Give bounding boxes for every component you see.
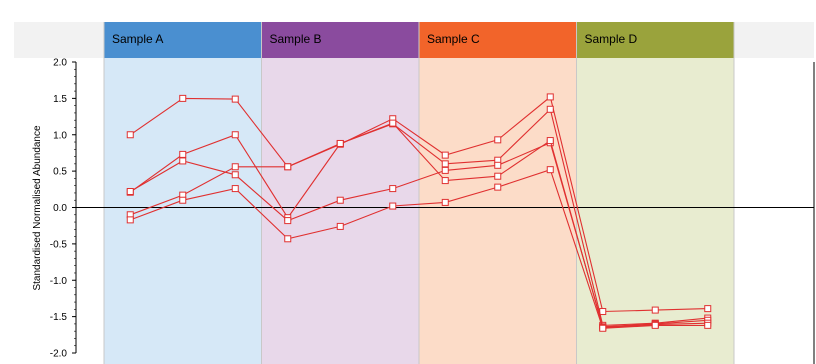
y-tick-label: 0.0 — [53, 203, 67, 214]
series-line-5 — [130, 169, 708, 329]
data-point — [336, 139, 344, 147]
band-label-1: Sample A — [112, 32, 163, 46]
y-axis-label: Standardised Normalised Abundance — [32, 125, 43, 291]
y-tick-label: -1.0 — [50, 276, 68, 287]
data-point — [546, 93, 554, 101]
data-point — [651, 321, 659, 329]
data-point — [441, 166, 449, 174]
band-header-4 — [576, 22, 734, 58]
data-point — [546, 137, 554, 145]
y-tick-label: 1.5 — [53, 94, 67, 105]
data-point — [179, 157, 187, 165]
data-point — [599, 308, 607, 316]
data-point — [126, 187, 134, 195]
data-point — [336, 222, 344, 230]
band-label-4: Sample D — [585, 32, 638, 46]
band-label-2: Sample B — [270, 32, 322, 46]
data-point — [494, 172, 502, 180]
data-point — [494, 183, 502, 191]
band-label-3: Sample C — [427, 32, 480, 46]
data-point — [284, 235, 292, 243]
sample-bands: Sample A Sample B Sample C Sample D — [103, 22, 735, 364]
series-line-3 — [130, 142, 708, 328]
y-tick-label: -2.0 — [50, 349, 68, 360]
data-point — [231, 95, 239, 103]
data-point — [389, 185, 397, 193]
data-point — [231, 171, 239, 179]
series-line-1 — [129, 95, 708, 313]
data-point — [441, 177, 449, 185]
data-point — [179, 196, 187, 204]
y-tick-label: 1.0 — [53, 130, 67, 141]
y-tick-label: -0.5 — [50, 239, 68, 250]
data-point — [494, 161, 502, 169]
data-point — [389, 202, 397, 210]
data-point — [494, 136, 502, 144]
data-point — [231, 163, 239, 171]
data-point — [231, 185, 239, 193]
data-point — [231, 131, 239, 139]
data-point — [179, 94, 187, 102]
data-point — [441, 198, 449, 206]
data-point — [179, 150, 187, 158]
series-group — [126, 93, 712, 332]
data-point — [126, 131, 134, 139]
y-axis: 2.0 1.5 1.0 0.5 0.0 -0.5 -1.0 -1.5 -2.0 — [50, 58, 77, 360]
band-1 — [104, 58, 262, 364]
data-point — [704, 305, 712, 313]
data-point — [546, 105, 554, 113]
data-point — [441, 160, 449, 168]
data-point — [336, 196, 344, 204]
band-header-3 — [419, 22, 577, 58]
series-line-2 — [129, 108, 708, 326]
band-2 — [261, 58, 419, 364]
band-header-2 — [261, 22, 419, 58]
data-point — [284, 217, 292, 225]
data-point — [651, 306, 659, 314]
zero-line — [76, 62, 815, 364]
series-line-4 — [130, 122, 708, 329]
band-3 — [419, 58, 577, 364]
data-point — [704, 321, 712, 329]
data-point — [389, 119, 397, 127]
data-point — [441, 151, 449, 159]
y-tick-label: -1.5 — [50, 312, 68, 323]
y-tick-label: 0.5 — [53, 167, 67, 178]
data-point — [284, 163, 292, 171]
y-tick-label: 2.0 — [53, 58, 67, 69]
data-point — [126, 216, 134, 224]
data-point — [546, 166, 554, 174]
data-point — [599, 324, 607, 332]
band-header-1 — [104, 22, 262, 58]
